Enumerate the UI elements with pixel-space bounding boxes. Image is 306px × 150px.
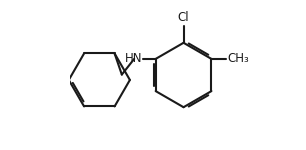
Text: Cl: Cl bbox=[178, 11, 189, 24]
Text: CH₃: CH₃ bbox=[227, 52, 249, 65]
Text: HN: HN bbox=[125, 52, 143, 65]
